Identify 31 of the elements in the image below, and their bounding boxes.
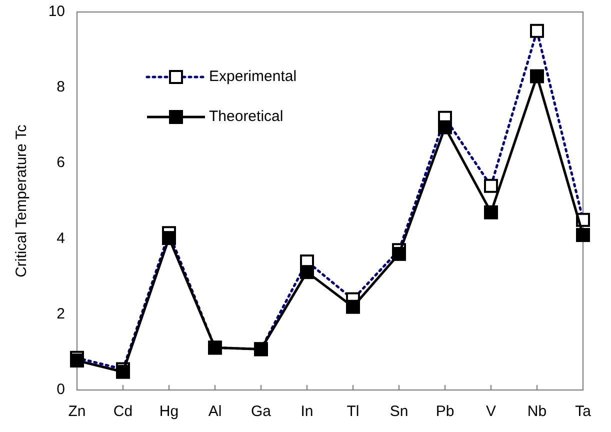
x-tick-label: Nb	[527, 403, 547, 420]
x-tick-label: In	[300, 403, 314, 420]
point	[162, 231, 176, 246]
y-tick-label: 8	[56, 78, 65, 96]
point	[438, 120, 452, 134]
x-tick-label: Hg	[159, 403, 179, 420]
y-tick-label: 0	[56, 380, 65, 398]
x-tick-label: Sn	[390, 403, 408, 420]
x-tick-label: V	[486, 403, 496, 420]
point	[392, 246, 406, 261]
x-tick-label: Ta	[575, 403, 592, 420]
x-tick-label: Tl	[346, 403, 360, 420]
x-tick-label: Pb	[436, 403, 454, 420]
point	[530, 69, 544, 84]
point	[576, 228, 590, 242]
point	[300, 265, 314, 280]
x-tick-label: Ga	[250, 403, 272, 420]
point	[70, 354, 84, 368]
point	[346, 300, 360, 314]
y-tick-label: 6	[56, 154, 65, 172]
y-tick-label: 10	[48, 2, 65, 20]
point	[484, 205, 498, 220]
point	[116, 364, 130, 379]
y-tick-label: 2	[56, 305, 65, 322]
y-tick-label: 4	[56, 230, 65, 247]
legend-label: Theoretical	[209, 108, 284, 125]
x-tick-label: Zn	[68, 403, 86, 420]
y-axis-title: Critical Temperature Tc	[13, 124, 30, 278]
x-tick-label: Al	[208, 403, 222, 420]
x-tick-label: Cd	[113, 403, 133, 420]
legend-label: Experimental	[209, 68, 297, 85]
